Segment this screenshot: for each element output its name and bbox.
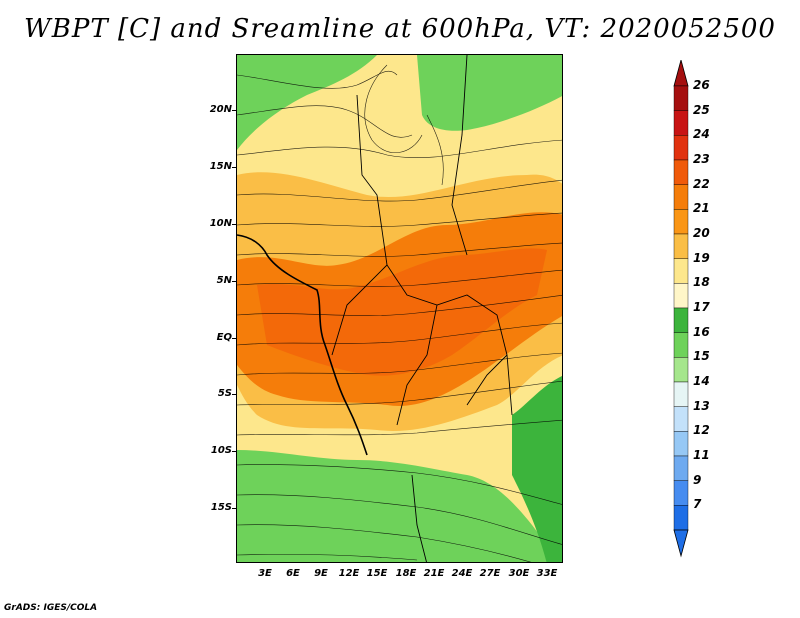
colorbar-segment (673, 307, 689, 333)
colorbar-label: 16 (693, 324, 710, 339)
colorbar-label: 14 (693, 374, 710, 388)
colorbar-segment (673, 233, 689, 259)
lat-label-5s: 5S (217, 388, 232, 399)
lat-label-10s: 10S (210, 445, 232, 456)
lat-tick (232, 508, 236, 509)
central-deep-orange-region (257, 248, 547, 376)
southeast-green-region (512, 376, 562, 562)
colorbar-label: 7 (693, 497, 702, 512)
colorbar-segment (673, 135, 689, 161)
coastline (237, 234, 368, 456)
colorbar-segment (673, 505, 689, 531)
streamlines (237, 64, 562, 562)
colorbar-label: 11 (693, 448, 710, 462)
lat-tick (232, 338, 236, 339)
lat-label-5n: 5N (216, 275, 232, 286)
lat-tick (232, 281, 236, 282)
colorbar-segment (673, 480, 689, 506)
lon-label-9e: 9E (314, 568, 328, 579)
colorbar-segment (673, 283, 689, 309)
colorbar-segment (673, 85, 689, 111)
colorbar-label: 23 (693, 152, 710, 166)
lat-tick (232, 394, 236, 395)
lon-label-33e: 33E (536, 568, 558, 579)
colorbar-label: 12 (693, 423, 710, 438)
colorbar-segment (673, 209, 689, 235)
colorbar-label: 17 (693, 300, 710, 314)
lon-label-12e: 12E (338, 568, 360, 579)
northeast-green-region (417, 55, 562, 131)
colorbar (673, 60, 689, 558)
south-green-region (237, 450, 562, 562)
lat-label-15n: 15N (209, 161, 232, 172)
colorbar-segment (673, 431, 689, 457)
lat-tick (232, 110, 236, 111)
colorbar-label: 22 (693, 176, 710, 191)
footer-credit: GrADS: IGES/COLA (4, 603, 98, 613)
colorbar-segment (673, 110, 689, 136)
colorbar-segment (673, 381, 689, 407)
map-title: WBPT [C] and Sreamline at 600hPa, VT: 20… (24, 14, 776, 44)
lon-label-18e: 18E (395, 568, 417, 579)
lon-label-27e: 27E (479, 568, 501, 579)
lat-label-10n: 10N (209, 218, 232, 229)
lon-label-6e: 6E (286, 568, 300, 579)
lon-label-24e: 24E (451, 568, 473, 579)
colorbar-segment (673, 258, 689, 284)
lat-tick (232, 167, 236, 168)
lat-label-20n: 20N (209, 104, 232, 115)
lat-tick (232, 451, 236, 452)
lat-label-eq: EQ (216, 332, 232, 343)
colorbar-segment (673, 332, 689, 358)
colorbar-label: 13 (693, 398, 710, 413)
colorbar-label: 9 (693, 472, 702, 487)
colorbar-segment (673, 184, 689, 210)
colorbar-segment (673, 357, 689, 383)
map-panel (236, 54, 563, 563)
colorbar-label: 15 (693, 349, 710, 364)
colorbar-segment (673, 159, 689, 185)
colorbar-segment (673, 455, 689, 481)
colorbar-label: 24 (693, 127, 710, 142)
lat-tick (232, 224, 236, 225)
colorbar-label: 26 (693, 78, 710, 92)
lon-label-21e: 21E (423, 568, 445, 579)
lon-label-15e: 15E (366, 568, 388, 579)
lon-label-3e: 3E (258, 568, 272, 579)
map-canvas (237, 55, 562, 562)
colorbar-label: 21 (693, 201, 710, 216)
colorbar-segment (673, 406, 689, 432)
colorbar-bottom-arrow (673, 529, 689, 558)
colorbar-label: 19 (693, 250, 710, 265)
north-green-region (237, 55, 377, 150)
colorbar-label: 20 (693, 226, 710, 240)
lon-label-30e: 30E (508, 568, 530, 579)
lat-label-15s: 15S (210, 502, 232, 513)
colorbar-label: 18 (693, 275, 710, 290)
colorbar-label: 25 (693, 102, 710, 117)
colorbar-top-arrow (673, 60, 689, 87)
